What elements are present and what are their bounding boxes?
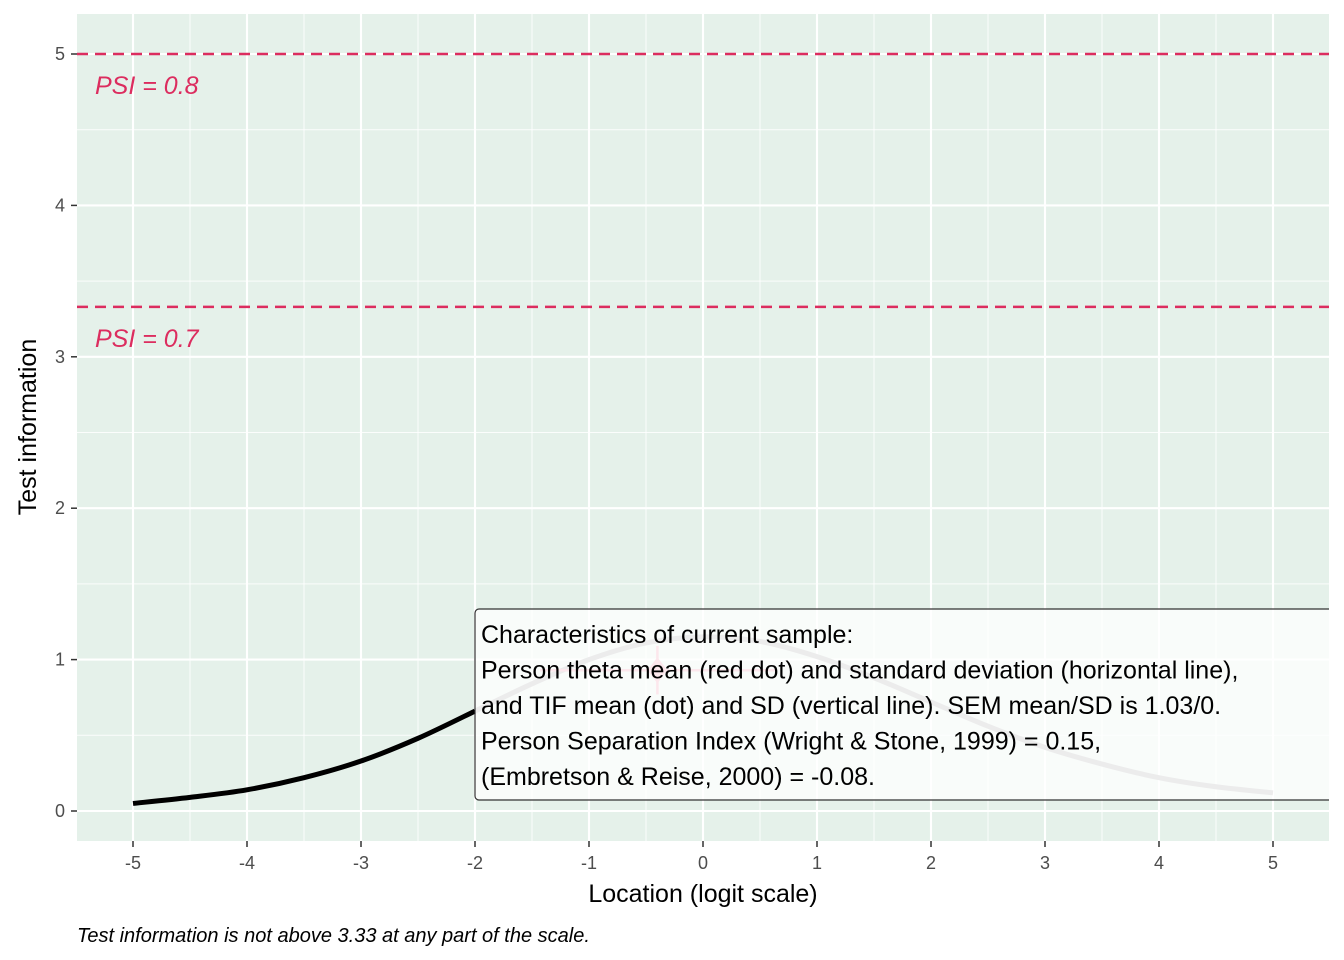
x-tick-label: 5 — [1268, 853, 1278, 873]
x-tick-label: 0 — [698, 853, 708, 873]
annotation-line: Characteristics of current sample: — [481, 621, 853, 649]
annotation-line: (Embretson & Reise, 2000) = -0.08. — [481, 763, 875, 791]
annotation-line: and TIF mean (dot) and SD (vertical line… — [481, 692, 1221, 720]
x-tick-label: 1 — [812, 853, 822, 873]
x-tick-label: -4 — [239, 853, 255, 873]
y-axis-title: Test information — [14, 339, 42, 515]
axes: -5 -4 -3 -2 -1 0 1 2 3 4 5 0 1 2 3 4 5 — [55, 44, 1278, 873]
annotation-line: Person Separation Index (Wright & Stone,… — [481, 728, 1101, 756]
y-tick-label: 5 — [55, 44, 65, 64]
x-tick-label: 2 — [926, 853, 936, 873]
reference-lines: PSI = 0.8 PSI = 0.7 — [77, 52, 1329, 353]
annotation-line: Person theta mean (red dot) and standard… — [481, 657, 1238, 685]
y-tick-label: 0 — [55, 801, 65, 821]
x-tick-label: -2 — [467, 853, 483, 873]
y-tick-label: 3 — [55, 347, 65, 367]
y-tick-label: 2 — [55, 498, 65, 518]
chart-caption: Test information is not above 3.33 at an… — [77, 925, 590, 947]
x-axis-title: Location (logit scale) — [588, 880, 817, 908]
x-tick-label: 3 — [1040, 853, 1050, 873]
y-tick-label: 1 — [55, 650, 65, 670]
annotation-box: Characteristics of current sample: Person… — [474, 608, 1329, 801]
information-curve — [132, 708, 477, 806]
psi-label: PSI = 0.8 — [95, 72, 199, 100]
x-tick-label: 4 — [1154, 853, 1164, 873]
x-tick-label: -3 — [353, 853, 369, 873]
y-tick-label: 4 — [55, 195, 65, 215]
x-tick-label: -5 — [125, 853, 141, 873]
psi-label: PSI = 0.7 — [95, 325, 200, 353]
x-tick-label: -1 — [581, 853, 597, 873]
annotation-box-frame — [474, 608, 1329, 801]
